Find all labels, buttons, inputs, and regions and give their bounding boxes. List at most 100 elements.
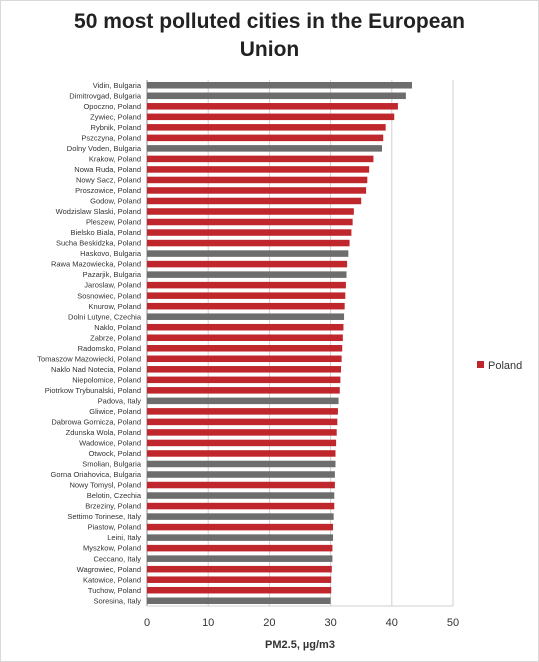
bar-50: [147, 597, 331, 605]
category-label-49: Tuchow, Poland: [88, 586, 141, 595]
category-label-4: Zywiec, Poland: [90, 112, 141, 121]
bar-10: [147, 176, 368, 184]
bar-48: [147, 576, 332, 583]
bar-47: [147, 565, 332, 573]
bar-25: [147, 334, 343, 342]
bar-43: [147, 523, 334, 531]
category-label-17: Haskovo, Bulgaria: [80, 249, 142, 258]
bar-5: [147, 124, 386, 131]
bar-17: [147, 250, 349, 257]
category-label-10: Nowy Sacz, Poland: [76, 176, 141, 185]
category-label-2: Dimitrovgad, Bulgaria: [69, 91, 142, 100]
bar-6: [147, 134, 384, 142]
bar-29: [147, 376, 341, 384]
category-label-18: Rawa Mazowiecka, Poland: [51, 260, 141, 269]
category-label-13: Wodzislaw Slaski, Poland: [56, 207, 141, 216]
bar-12: [147, 197, 362, 205]
category-label-42: Settimo Torinese, Italy: [67, 512, 141, 521]
legend-swatch-poland: [477, 361, 484, 368]
category-label-26: Radomsko, Poland: [78, 344, 141, 353]
chart-title-line-2: Union: [239, 38, 300, 61]
category-label-6: Pszczyna, Poland: [81, 133, 141, 142]
bar-21: [147, 292, 346, 299]
category-label-7: Dolny Voden, Bulgaria: [67, 144, 142, 153]
category-label-19: Pazarjik, Bulgaria: [83, 270, 142, 279]
category-label-20: Jaroslaw, Poland: [84, 281, 141, 290]
x-tick-label-50: 50: [447, 617, 459, 629]
category-label-31: Padova, Italy: [98, 396, 142, 405]
bar-24: [147, 323, 344, 331]
chart-title: 50 most polluted cities in the European …: [0, 8, 539, 64]
category-label-22: Knurow, Poland: [88, 302, 141, 311]
x-axis-ticks: 0 10 20 30 40 50: [144, 617, 459, 629]
category-label-3: Opoczno, Poland: [83, 102, 141, 111]
category-label-15: Bielsko Biala, Poland: [71, 228, 141, 237]
bar-42: [147, 513, 334, 520]
category-label-5: Rybnik, Poland: [91, 123, 141, 132]
x-tick-label-30: 30: [324, 617, 336, 629]
bar-15: [147, 229, 352, 236]
legend: Poland: [477, 360, 522, 372]
category-label-14: Pleszew, Poland: [86, 218, 141, 227]
category-label-25: Zabrze, Poland: [90, 333, 141, 342]
bar-45: [147, 544, 333, 552]
bar-22: [147, 302, 345, 310]
category-label-29: Niepolomice, Poland: [72, 375, 141, 384]
bar-33: [147, 418, 338, 426]
bar-32: [147, 408, 338, 415]
category-label-24: Naklo, Poland: [94, 323, 141, 332]
bar-40: [147, 492, 335, 499]
bar-7: [147, 145, 383, 152]
bar-44: [147, 534, 334, 541]
category-label-40: Belotin, Czechia: [87, 491, 142, 500]
bar-28: [147, 366, 342, 373]
category-label-21: Sosnowiec, Poland: [77, 291, 141, 300]
category-label-16: Sucha Beskidzka, Poland: [56, 239, 141, 248]
bar-38: [147, 471, 335, 478]
category-label-35: Wadowice, Poland: [79, 439, 141, 448]
bar-39: [147, 481, 335, 489]
category-label-28: Naklo Nad Notecia, Poland: [51, 365, 141, 374]
bar-36: [147, 450, 336, 457]
bar-26: [147, 344, 343, 352]
bar-1: [147, 81, 412, 89]
category-label-47: Wagrowiec, Poland: [77, 565, 141, 574]
category-label-37: Smolian, Bulgaria: [82, 460, 142, 469]
bar-3: [147, 103, 398, 110]
category-label-34: Zdunska Wola, Poland: [66, 428, 141, 437]
bar-34: [147, 429, 337, 436]
bar-11: [147, 187, 367, 194]
bar-8: [147, 155, 374, 163]
category-label-9: Nowa Ruda, Poland: [74, 165, 141, 174]
category-label-44: Leini, Italy: [107, 533, 141, 542]
bar-46: [147, 555, 333, 562]
category-label-39: Nowy Tomysl, Poland: [69, 481, 141, 490]
bar-41: [147, 502, 335, 510]
bar-16: [147, 239, 350, 247]
category-label-12: Godow, Poland: [90, 197, 141, 206]
bar-30: [147, 387, 340, 394]
category-label-36: Otwock, Poland: [88, 449, 141, 458]
bar-37: [147, 460, 336, 468]
category-label-46: Ceccano, Italy: [93, 554, 141, 563]
x-axis-title: PM2.5, µg/m3: [265, 639, 335, 651]
bar-27: [147, 355, 342, 363]
category-label-8: Krakow, Poland: [89, 155, 141, 164]
bar-18: [147, 260, 348, 268]
bar-2: [147, 92, 406, 100]
bar-20: [147, 281, 346, 289]
bar-13: [147, 208, 354, 215]
category-label-30: Piotrkow Trybunalski, Poland: [45, 386, 141, 395]
category-label-1: Vidin, Bulgaria: [93, 81, 142, 90]
category-label-50: Soresina, Italy: [93, 596, 141, 605]
bar-49: [147, 586, 332, 594]
category-label-11: Proszowice, Poland: [75, 186, 141, 195]
category-label-27: Tomaszow Mazowiecki, Poland: [37, 354, 141, 363]
bar-31: [147, 397, 339, 405]
x-tick-label-0: 0: [144, 617, 150, 629]
bar-9: [147, 166, 370, 173]
bars: [147, 81, 412, 605]
bar-35: [147, 439, 337, 447]
